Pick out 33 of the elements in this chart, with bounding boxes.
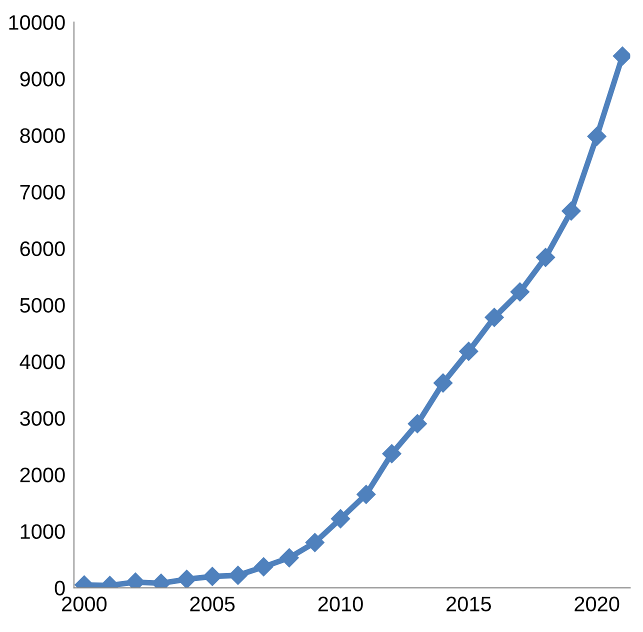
x-tick-label: 2010 — [318, 596, 363, 612]
point — [356, 484, 376, 504]
point — [484, 308, 504, 327]
y-tick-label: 7000 — [20, 184, 65, 200]
point — [510, 282, 530, 302]
y-tick-label: 1000 — [20, 524, 65, 539]
y-tick-label: 9000 — [20, 72, 65, 86]
point — [408, 414, 427, 434]
y-tick-label: 5000 — [20, 298, 65, 313]
y-tick-label: 0 — [54, 580, 65, 596]
x-tick-label: 2000 — [62, 596, 107, 612]
y-tick-label: 6000 — [20, 241, 65, 256]
point — [382, 444, 402, 464]
y-tick-label: 10000 — [9, 15, 65, 30]
y-tick-label: 2000 — [20, 468, 65, 482]
x-tick-label: 2005 — [190, 596, 235, 612]
point — [587, 126, 606, 146]
point — [434, 373, 453, 393]
point — [562, 202, 581, 221]
y-tick-label: 8000 — [20, 128, 65, 143]
point — [612, 46, 630, 66]
point — [305, 532, 324, 552]
point — [536, 248, 556, 267]
point — [459, 342, 478, 361]
y-tick-label: 4000 — [20, 354, 65, 370]
x-tick-label: 2015 — [446, 596, 491, 612]
y-tick-label: 3000 — [20, 411, 65, 426]
point — [202, 566, 222, 586]
x-tick-label: 2020 — [574, 596, 620, 612]
point — [280, 548, 299, 568]
point — [254, 557, 274, 576]
point — [330, 509, 350, 528]
point — [177, 570, 196, 588]
